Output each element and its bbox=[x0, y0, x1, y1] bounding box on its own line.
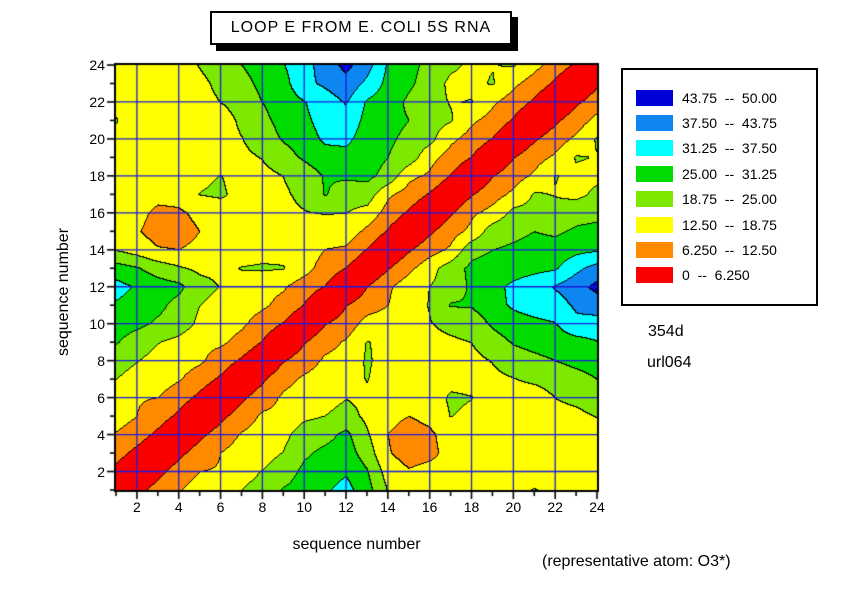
x-tick-label: 6 bbox=[216, 499, 225, 515]
legend-range-label: 25.00 -- 31.25 bbox=[682, 165, 777, 182]
y-tick-label: 2 bbox=[97, 463, 105, 480]
legend-range-label: 31.25 -- 37.50 bbox=[682, 140, 777, 157]
x-tick-label: 14 bbox=[380, 499, 396, 515]
legend-row: 18.75 -- 25.00 bbox=[623, 187, 816, 212]
legend-row: 6.250 -- 12.50 bbox=[623, 237, 816, 262]
legend-range-label: 12.50 -- 18.75 bbox=[682, 216, 777, 233]
annotation-dataset-id: url064 bbox=[647, 354, 692, 371]
legend-range-label: 37.50 -- 43.75 bbox=[682, 115, 777, 132]
y-axis-label: sequence number bbox=[55, 227, 72, 357]
y-tick-label: 4 bbox=[97, 426, 105, 443]
legend-row: 43.75 -- 50.00 bbox=[623, 85, 816, 110]
x-tick-label: 24 bbox=[589, 499, 605, 515]
x-tick-label: 10 bbox=[296, 499, 312, 515]
legend-swatch bbox=[636, 89, 673, 106]
legend-swatch bbox=[636, 191, 673, 208]
representative-atom-note: (representative atom: O3*) bbox=[542, 553, 731, 570]
x-tick-label: 12 bbox=[338, 499, 354, 515]
x-tick-label: 2 bbox=[133, 499, 141, 515]
x-tick-label: 8 bbox=[258, 499, 267, 515]
y-tick-label: 24 bbox=[89, 57, 105, 73]
x-tick-label: 4 bbox=[174, 499, 183, 515]
y-tick-label: 12 bbox=[89, 278, 105, 295]
y-tick-label: 18 bbox=[89, 167, 105, 184]
x-tick-label: 20 bbox=[505, 499, 522, 515]
x-tick-label: 18 bbox=[463, 499, 480, 515]
y-tick-label: 22 bbox=[89, 93, 105, 110]
legend-swatch bbox=[636, 165, 673, 182]
annotation-structure-id: 354d bbox=[648, 323, 684, 340]
legend-swatch bbox=[636, 115, 673, 132]
y-tick-label: 20 bbox=[89, 130, 105, 147]
x-tick-label: 16 bbox=[421, 499, 438, 515]
legend-swatch bbox=[636, 242, 673, 259]
legend-swatch bbox=[636, 267, 673, 284]
legend-row: 31.25 -- 37.50 bbox=[623, 136, 816, 161]
legend-range-label: 18.75 -- 25.00 bbox=[682, 191, 777, 208]
title-box: LOOP E FROM E. COLI 5S RNA bbox=[210, 11, 512, 45]
y-tick-label: 8 bbox=[97, 352, 105, 369]
x-axis-label: sequence number bbox=[292, 536, 421, 553]
legend-range-label: 43.75 -- 50.00 bbox=[682, 89, 777, 106]
legend-swatch bbox=[636, 216, 673, 233]
legend-range-label: 6.250 -- 12.50 bbox=[682, 242, 777, 259]
legend-row: 25.00 -- 31.25 bbox=[623, 161, 816, 186]
y-tick-label: 16 bbox=[89, 204, 105, 221]
page-title: LOOP E FROM E. COLI 5S RNA bbox=[230, 19, 492, 36]
legend-range-label: 0 -- 6.250 bbox=[682, 267, 750, 284]
legend-row: 37.50 -- 43.75 bbox=[623, 110, 816, 135]
legend-panel: 43.75 -- 50.00 37.50 -- 43.75 31.25 -- 37.… bbox=[621, 68, 818, 306]
legend-swatch bbox=[636, 140, 673, 157]
y-tick-label: 6 bbox=[97, 389, 105, 406]
y-tick-label: 14 bbox=[89, 241, 105, 258]
x-tick-label: 22 bbox=[547, 499, 563, 515]
legend-row: 12.50 -- 18.75 bbox=[623, 212, 816, 237]
y-tick-label: 10 bbox=[89, 315, 105, 332]
legend-row: 0 -- 6.250 bbox=[623, 263, 816, 288]
